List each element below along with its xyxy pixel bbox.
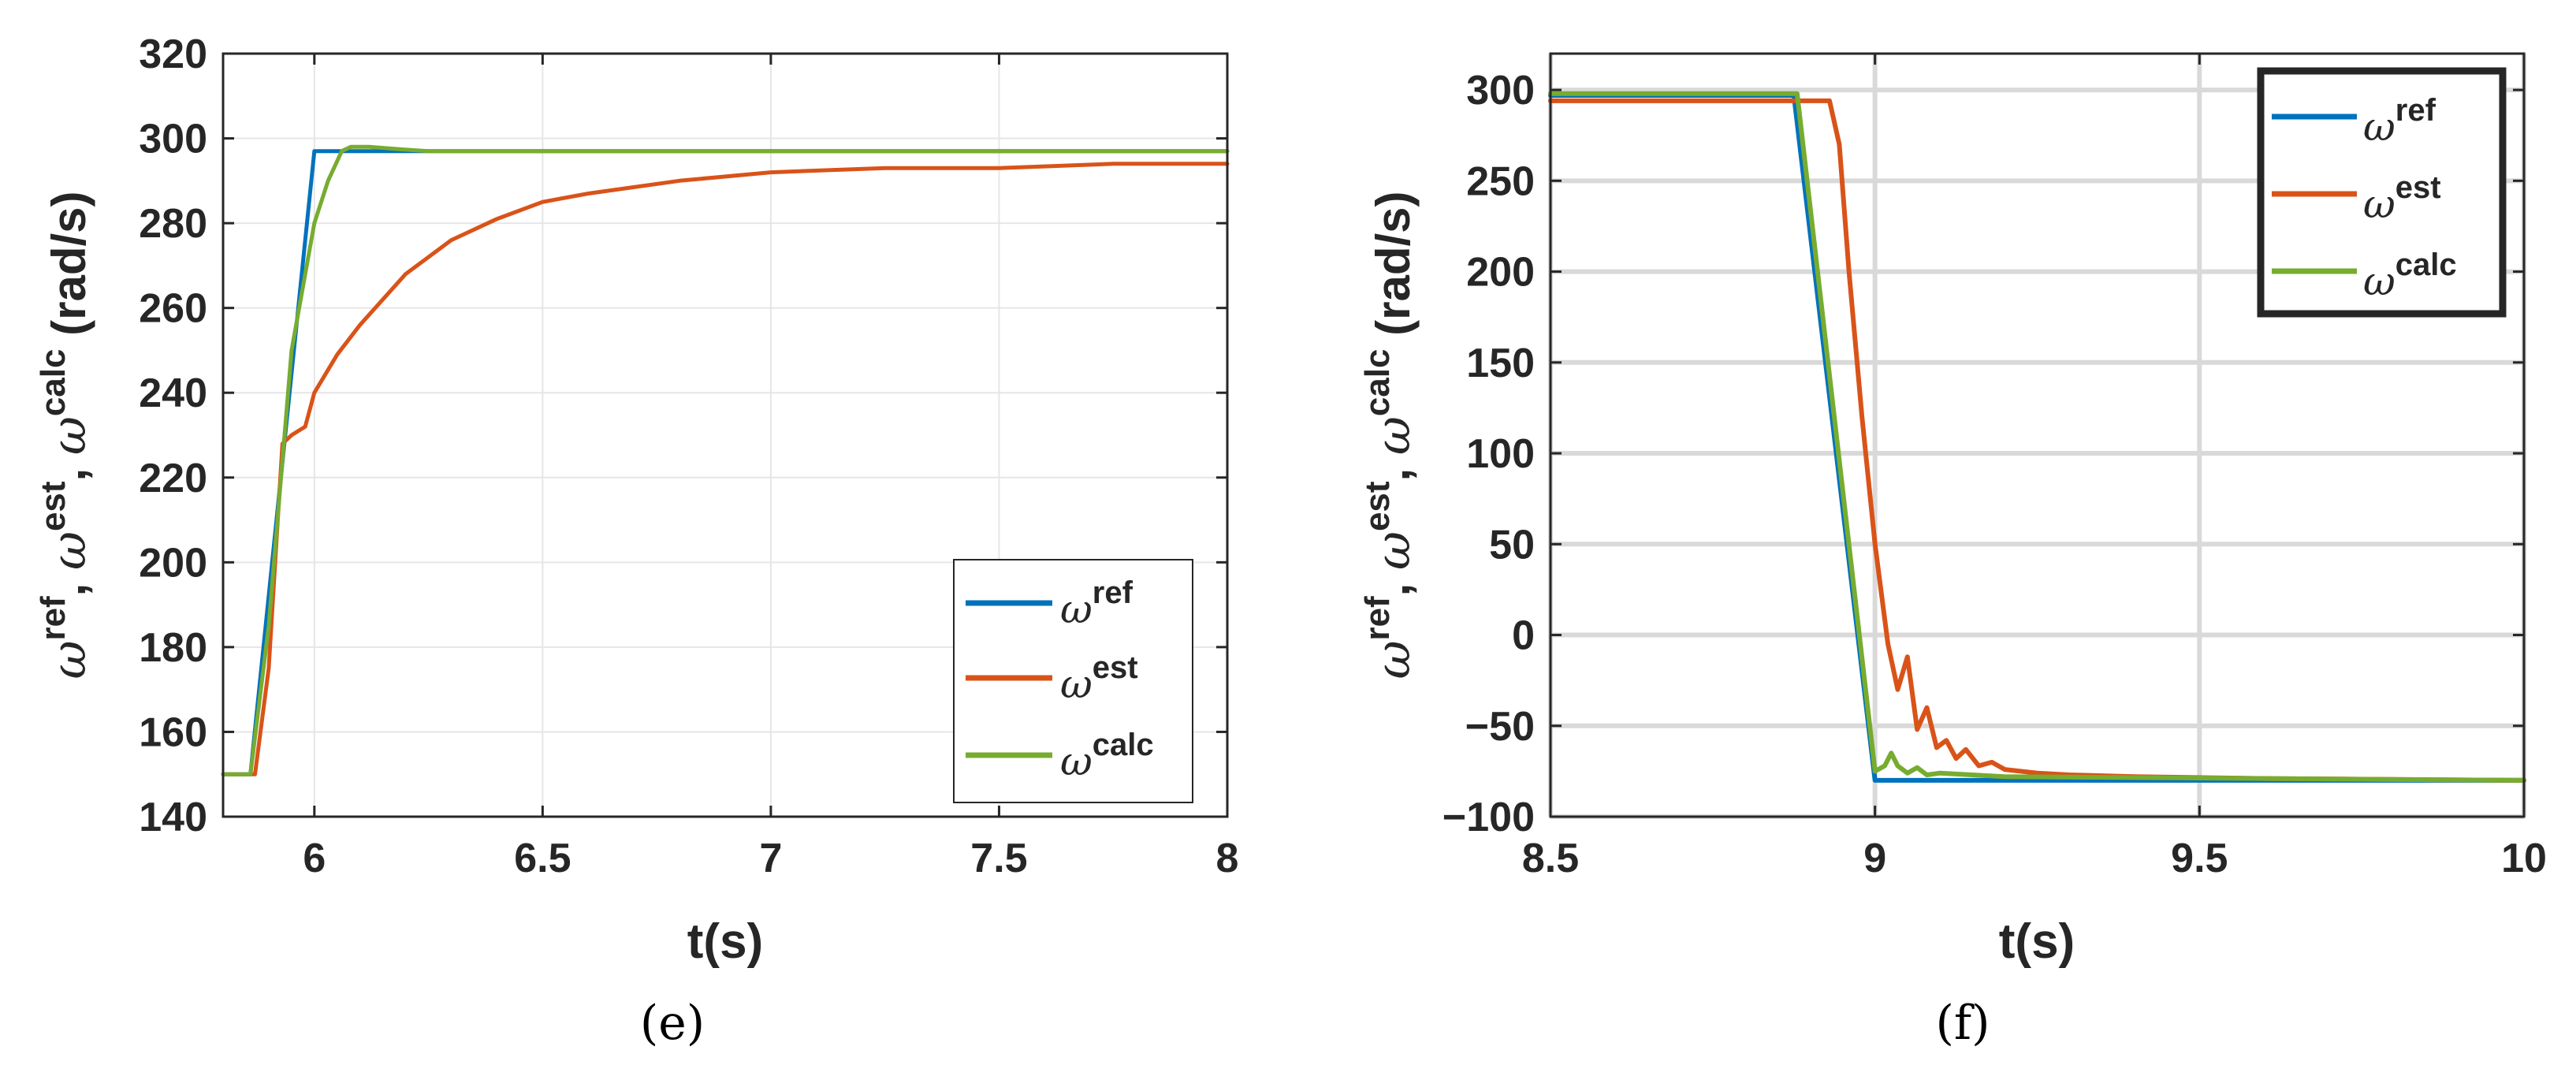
legend-label-ref: ωref <box>2363 93 2436 150</box>
legend-label-calc: ωcalc <box>2363 248 2457 304</box>
series-line-est <box>1548 98 2526 783</box>
series-line-calc <box>221 144 1230 776</box>
x-tick-label: 7.5 <box>970 836 1027 881</box>
legend-label-calc: ωcalc <box>1060 728 1154 784</box>
x-tick-label: 8.5 <box>1522 836 1579 881</box>
x-tick-label: 6 <box>303 836 326 881</box>
y-tick-label: −100 <box>1442 795 1535 840</box>
y-tick-label: 50 <box>1489 522 1535 568</box>
series-lines <box>221 144 1230 776</box>
chart-panel-e: 6 6.5 7 7.5 8 140 160 180 200 220 240 260 280 300 320… <box>34 32 1238 1051</box>
x-axis-title: t(s) <box>1999 914 2075 969</box>
tick-marks <box>223 52 1229 818</box>
legend-box <box>953 559 1193 803</box>
y-axis-title: ωref, ωest, ωcalc (rad/s) <box>34 191 97 679</box>
y-tick-labels: −100 −50 0 50 100 150 200 250 300 <box>1442 68 1535 840</box>
series-lines <box>1548 91 2526 783</box>
y-tick-label: 300 <box>1466 68 1535 114</box>
x-tick-label: 7 <box>759 836 782 881</box>
y-tick-label: 200 <box>139 540 207 586</box>
legend: ωref ωest ωcalc <box>953 559 1193 803</box>
x-tick-label: 10 <box>2501 836 2547 881</box>
y-tick-label: 160 <box>139 709 207 755</box>
y-tick-label: 280 <box>139 201 207 247</box>
panel-label: (e) <box>640 996 705 1051</box>
x-axis-title: t(s) <box>687 914 763 969</box>
y-tick-label: 140 <box>139 795 207 840</box>
panel-label: (f) <box>1935 996 1990 1051</box>
y-tick-label: 320 <box>139 32 207 77</box>
chart-panel-f: 8.5 9 9.5 10 −100 −50 0 50 100 150 200 250 300 t(s)… <box>1358 52 2547 1051</box>
x-tick-label: 9 <box>1863 836 1886 881</box>
y-tick-label: 240 <box>139 370 207 416</box>
series-line-calc <box>1548 91 2526 783</box>
tick-marks <box>1549 54 2526 818</box>
axes-frame <box>221 52 1229 818</box>
y-tick-label: −50 <box>1465 704 1535 750</box>
legend-label-est: ωest <box>1060 650 1138 707</box>
y-axis-title: ωref, ωest, ωcalc (rad/s) <box>1358 191 1421 679</box>
legend: ωref ωest ωcalc <box>2257 67 2507 318</box>
x-tick-label: 6.5 <box>514 836 571 881</box>
y-tick-label: 150 <box>1466 341 1535 386</box>
legend-label-est: ωest <box>2363 170 2441 227</box>
x-tick-label: 8 <box>1216 836 1239 881</box>
y-tick-label: 100 <box>1466 431 1535 477</box>
y-tick-label: 300 <box>139 117 207 162</box>
y-tick-label: 180 <box>139 625 207 671</box>
y-tick-label: 0 <box>1512 613 1535 659</box>
axes-frame <box>1549 52 2526 818</box>
y-tick-label: 260 <box>139 286 207 332</box>
y-tick-label: 200 <box>1466 250 1535 296</box>
legend-label-ref: ωref <box>1060 575 1134 632</box>
y-tick-label: 250 <box>1466 158 1535 204</box>
y-tick-label: 220 <box>139 456 207 501</box>
x-tick-label: 9.5 <box>2171 836 2228 881</box>
y-tick-labels: 140 160 180 200 220 240 260 280 300 320 <box>139 32 207 840</box>
x-tick-labels: 6 6.5 7 7.5 8 <box>303 836 1238 881</box>
x-tick-labels: 8.5 9 9.5 10 <box>1522 836 2547 881</box>
